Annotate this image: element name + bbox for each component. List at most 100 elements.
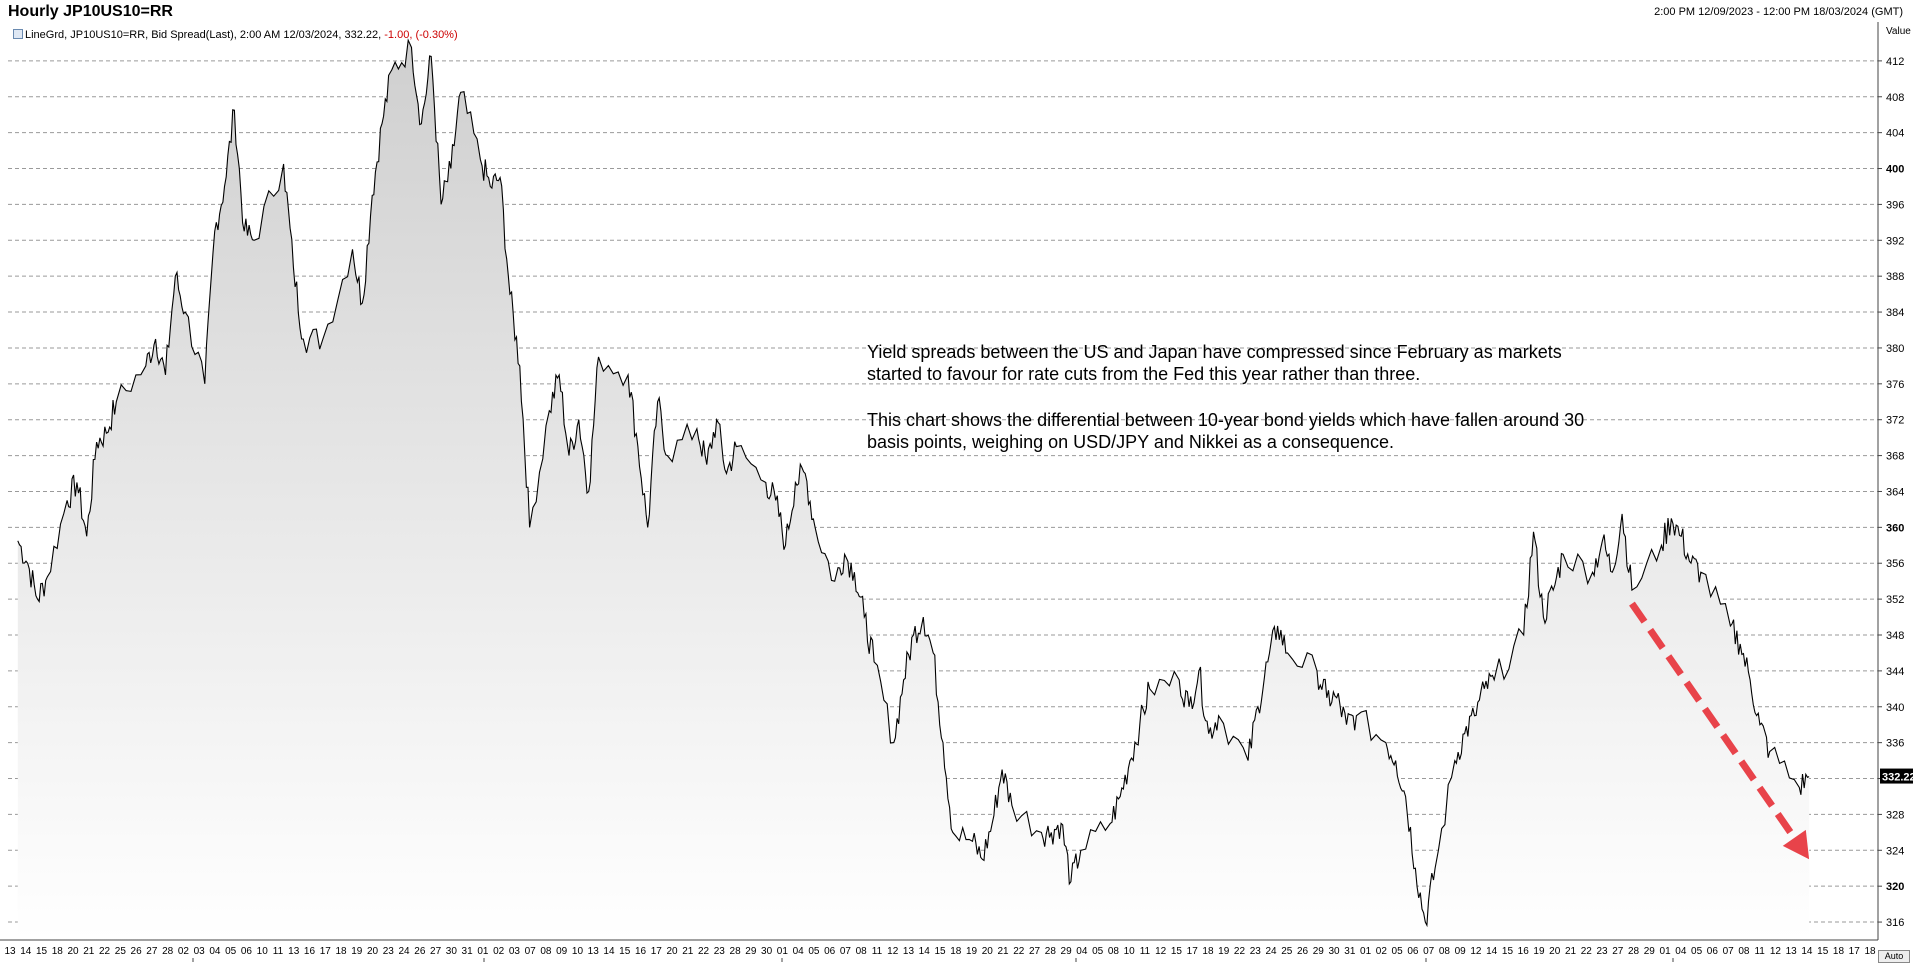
x-tick-label: 18 bbox=[950, 946, 962, 957]
x-tick-label: 11 bbox=[1754, 946, 1765, 957]
y-tick-label: 340 bbox=[1886, 702, 1904, 714]
x-tick-label: 14 bbox=[20, 946, 32, 957]
y-tick-label: 372 bbox=[1886, 415, 1904, 427]
y-tick-label: 408 bbox=[1886, 92, 1904, 104]
x-tick-label: 14 bbox=[603, 946, 615, 957]
x-tick-label: 22 bbox=[1581, 946, 1593, 957]
x-tick-label: 08 bbox=[540, 946, 552, 957]
x-tick-label: 08 bbox=[856, 946, 868, 957]
x-tick-label: 31 bbox=[462, 946, 474, 957]
trend-arrow-head bbox=[1782, 829, 1810, 860]
x-tick-label: 28 bbox=[730, 946, 742, 957]
y-tick-label: 360 bbox=[1886, 522, 1904, 534]
x-tick-label: 19 bbox=[1218, 946, 1230, 957]
x-tick-label: 03 bbox=[509, 946, 521, 957]
y-tick-label: 404 bbox=[1886, 128, 1904, 140]
x-tick-label: 01 bbox=[1360, 946, 1372, 957]
x-tick-label: 21 bbox=[997, 946, 1009, 957]
x-tick-label: 26 bbox=[414, 946, 426, 957]
x-tick-label: 17 bbox=[320, 946, 332, 957]
x-tick-label: 07 bbox=[525, 946, 537, 957]
x-tick-label: 11 bbox=[1140, 946, 1151, 957]
x-tick-label: 24 bbox=[1265, 946, 1277, 957]
x-tick-label: 18 bbox=[1864, 946, 1876, 957]
x-tick-label: 06 bbox=[824, 946, 836, 957]
x-tick-label: 27 bbox=[1612, 946, 1624, 957]
x-tick-label: 15 bbox=[934, 946, 946, 957]
axes: Value bbox=[0, 22, 1911, 941]
annotation-box: Yield spreads between the US and Japan h… bbox=[867, 341, 1607, 477]
x-tick-label: 18 bbox=[1202, 946, 1214, 957]
annotation-paragraph-1: Yield spreads between the US and Japan h… bbox=[867, 342, 1562, 384]
x-tick-label: 02 bbox=[1376, 946, 1388, 957]
series-line bbox=[17, 38, 1810, 928]
x-tick-label: 04 bbox=[1675, 946, 1687, 957]
series-area bbox=[17, 38, 1810, 940]
x-tick-label: 08 bbox=[1439, 946, 1451, 957]
x-tick-label: 02 bbox=[178, 946, 190, 957]
x-tick-label: 26 bbox=[1297, 946, 1309, 957]
x-tick-label: 21 bbox=[1565, 946, 1577, 957]
x-tick-label: 04 bbox=[209, 946, 221, 957]
x-tick-label: 05 bbox=[225, 946, 237, 957]
x-tick-label: 29 bbox=[1061, 946, 1073, 957]
y-tick-label: 380 bbox=[1886, 343, 1904, 355]
y-tick-label: 352 bbox=[1886, 594, 1904, 606]
x-tick-label: 28 bbox=[1628, 946, 1640, 957]
x-tick-label: 02 bbox=[493, 946, 505, 957]
x-tick-label: 18 bbox=[52, 946, 64, 957]
x-tick-label: 09 bbox=[1455, 946, 1467, 957]
x-tick-label: 05 bbox=[1691, 946, 1703, 957]
legend-series-icon[interactable] bbox=[13, 29, 23, 39]
x-tick-label: 16 bbox=[1518, 946, 1530, 957]
x-tick-label: 09 bbox=[556, 946, 568, 957]
x-tick-label: 14 bbox=[919, 946, 931, 957]
auto-scale-button[interactable]: Auto bbox=[1878, 950, 1910, 963]
last-value-marker: 332.22 bbox=[1880, 768, 1913, 784]
x-tick-label: 15 bbox=[1171, 946, 1183, 957]
x-tick-label: 14 bbox=[1486, 946, 1498, 957]
x-tick-label: 13 bbox=[588, 946, 600, 957]
x-tick-label: 21 bbox=[83, 946, 95, 957]
x-tick-label: 23 bbox=[1596, 946, 1608, 957]
series-legend: LineGrd, JP10US10=RR, Bid Spread(Last), … bbox=[13, 29, 458, 41]
y-tick-label: 328 bbox=[1886, 809, 1904, 821]
y-tick-label: 376 bbox=[1886, 379, 1904, 391]
x-tick-label: 29 bbox=[745, 946, 757, 957]
x-tick-label: 10 bbox=[1124, 946, 1136, 957]
trend-arrow-shaft bbox=[1629, 601, 1798, 840]
x-tick-label: 17 bbox=[651, 946, 663, 957]
x-tick-label: 23 bbox=[714, 946, 726, 957]
x-tick-label: 01 bbox=[1660, 946, 1672, 957]
y-tick-label: 336 bbox=[1886, 738, 1904, 750]
x-tick-label: 27 bbox=[430, 946, 442, 957]
x-tick-label: 25 bbox=[115, 946, 127, 957]
x-tick-label: 12 bbox=[1470, 946, 1482, 957]
x-tick-label: 03 bbox=[194, 946, 206, 957]
x-tick-label: 30 bbox=[761, 946, 773, 957]
y-tick-label: 316 bbox=[1886, 917, 1904, 929]
x-tick-label: 07 bbox=[840, 946, 852, 957]
x-tick-label: 13 bbox=[903, 946, 915, 957]
x-tick-label: 29 bbox=[1644, 946, 1656, 957]
x-tick-label: 17 bbox=[1187, 946, 1199, 957]
legend-text: LineGrd, JP10US10=RR, Bid Spread(Last), … bbox=[25, 29, 382, 41]
x-tick-label: 11 bbox=[872, 946, 883, 957]
x-tick-label: 15 bbox=[36, 946, 48, 957]
last-value-label: 332.22 bbox=[1882, 772, 1913, 784]
spread-chart[interactable]: Value 3163203243283323363403443483523563… bbox=[0, 22, 1913, 962]
x-tick-label: 05 bbox=[808, 946, 820, 957]
x-tick-label: 12 bbox=[1770, 946, 1782, 957]
x-tick-label: 22 bbox=[698, 946, 710, 957]
y-tick-label: 324 bbox=[1886, 845, 1904, 857]
x-tick-label: 01 bbox=[477, 946, 489, 957]
x-tick-label: 16 bbox=[635, 946, 647, 957]
x-tick-label: 05 bbox=[1092, 946, 1104, 957]
y-tick-label: 396 bbox=[1886, 199, 1904, 211]
x-tick-label: 19 bbox=[966, 946, 978, 957]
last-value-box bbox=[1880, 768, 1913, 784]
x-tick-label: 23 bbox=[383, 946, 395, 957]
x-tick-label: 10 bbox=[257, 946, 269, 957]
y-tick-label: 384 bbox=[1886, 307, 1904, 319]
y-tick-label: 320 bbox=[1886, 881, 1904, 893]
